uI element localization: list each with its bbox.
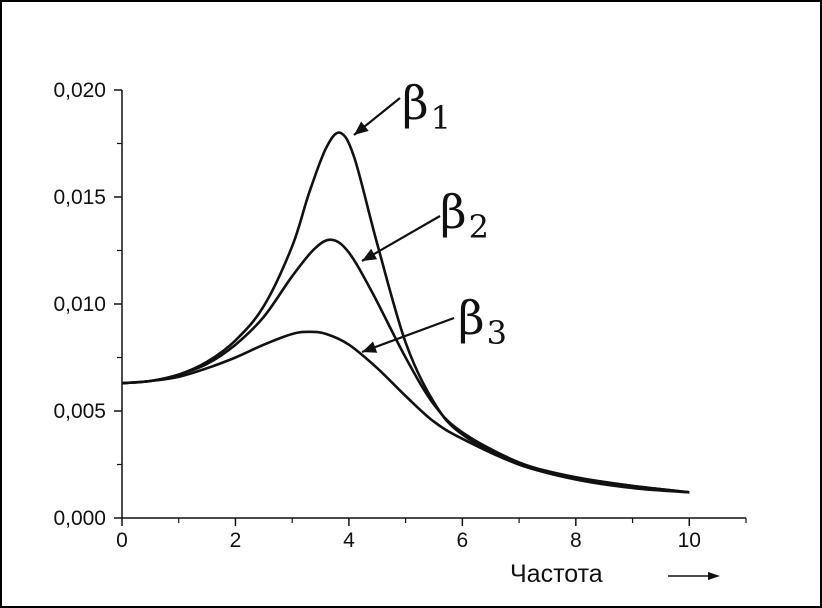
- x-tick-label: 0: [116, 529, 128, 552]
- series-line-beta2: [121, 238, 690, 494]
- annotation-arrow-line: [361, 316, 455, 354]
- x-tick-label: 8: [570, 529, 582, 552]
- x-axis-label: Частота: [510, 560, 603, 588]
- series-line-beta1: [121, 131, 690, 494]
- annotations: β1 β2 β3: [353, 76, 507, 354]
- annotation-arrow-head: [362, 341, 378, 353]
- annotation-subscript: 2: [469, 208, 489, 246]
- x-tick-label: 2: [230, 529, 242, 552]
- annotation-subscript: 1: [431, 99, 451, 137]
- annotation-label: β1: [402, 76, 451, 137]
- annotation-arrow-line: [361, 215, 441, 262]
- x-tick-label: 6: [457, 529, 469, 552]
- y-tick-label: 0,005: [53, 400, 106, 423]
- axes: 0 2 4 6 8 10 0,000 0,005 0,010 0,015 0,020: [53, 79, 747, 552]
- y-tick-label: 0,000: [53, 507, 106, 530]
- series-group: [121, 131, 690, 494]
- x-axis-arrow: [668, 572, 720, 580]
- annotation-beta3: β3: [361, 291, 507, 354]
- series-line-beta3: [121, 330, 690, 494]
- annotation-subscript: 3: [487, 314, 507, 352]
- annotation-arrow-head: [362, 248, 378, 261]
- annotation-beta2: β2: [361, 185, 489, 262]
- y-tick-label: 0,020: [53, 79, 106, 102]
- x-tick-label: 4: [343, 529, 355, 552]
- annotation-beta1: β1: [353, 76, 451, 137]
- annotation-arrow-head: [354, 121, 369, 135]
- annotation-label: β2: [440, 185, 489, 246]
- x-tick-label: 10: [678, 529, 701, 552]
- annotation-label: β3: [458, 291, 507, 352]
- y-tick-label: 0,010: [53, 293, 106, 316]
- y-tick-label: 0,015: [53, 186, 106, 209]
